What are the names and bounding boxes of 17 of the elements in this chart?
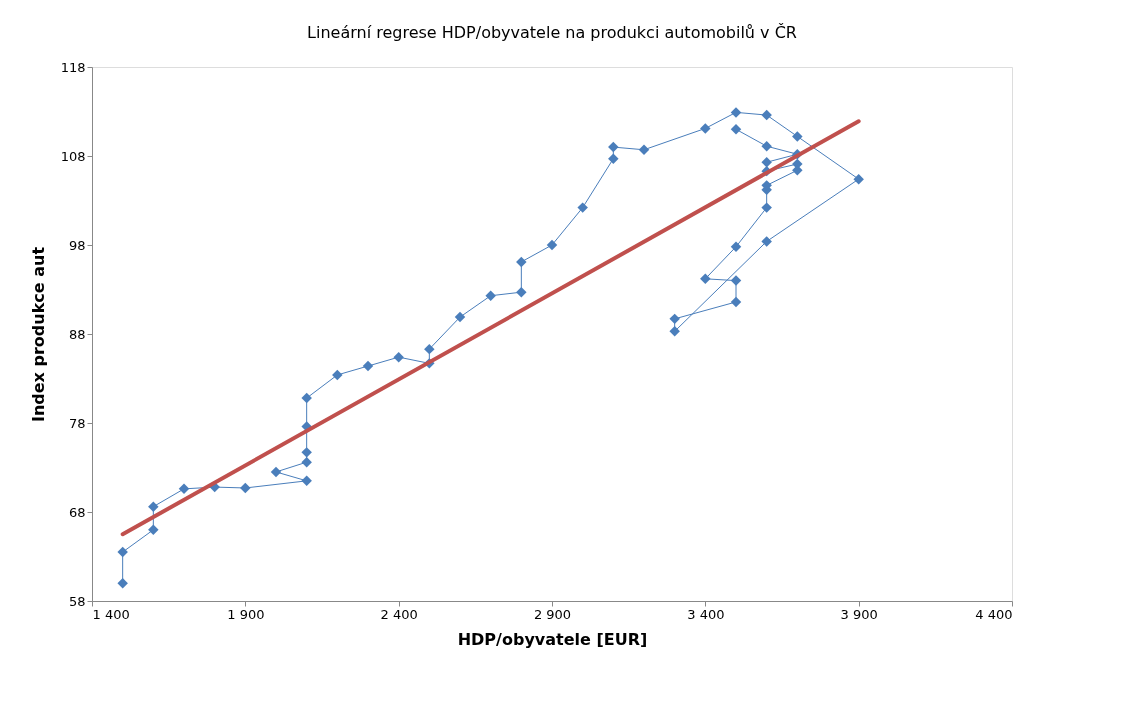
y-tick-label: 58 <box>68 593 86 609</box>
y-tick-label: 108 <box>60 148 86 164</box>
x-tick-label: 3 900 <box>840 606 878 622</box>
chart-title: Lineární regrese HDP/obyvatele na produkci automobilů v ČR <box>307 23 797 42</box>
y-axis-title: Index produkce aut <box>28 246 48 423</box>
x-tick-label: 2 400 <box>380 606 418 622</box>
y-tick-label: 98 <box>68 237 86 253</box>
y-tick-label: 118 <box>60 59 86 75</box>
x-tick-label: 2 900 <box>533 606 572 622</box>
y-tick-label: 78 <box>68 415 86 431</box>
x-axis-title: HDP/obyvatele [EUR] <box>457 629 648 649</box>
x-tick-label: 1 400 <box>92 606 130 622</box>
x-tick-label: 1 900 <box>227 606 265 622</box>
y-tick-label: 68 <box>68 504 86 520</box>
x-tick-label: 4 400 <box>975 606 1013 622</box>
y-tick-label: 88 <box>68 326 86 342</box>
x-tick-label: 3 400 <box>687 606 725 622</box>
